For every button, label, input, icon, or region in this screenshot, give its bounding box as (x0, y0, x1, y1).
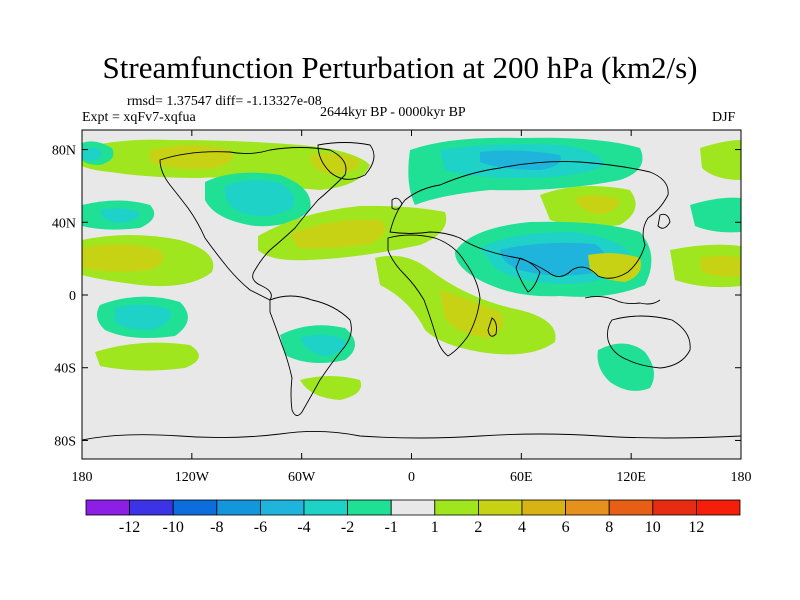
colorbar-swatch (477, 499, 523, 516)
coast-north-america (159, 147, 347, 301)
coast-indonesia (584, 295, 661, 305)
map-plot-area (82, 130, 741, 459)
coast-australia (607, 315, 691, 369)
colorbar-label: -12 (119, 519, 140, 536)
colorbar-swatch (172, 499, 218, 516)
coast-japan (657, 213, 671, 229)
colorbar-label: 4 (518, 519, 526, 536)
lon-tick-label: 120W (175, 470, 210, 485)
contour-region (440, 290, 504, 338)
colorbar-label: -4 (297, 519, 310, 536)
experiment-label: Expt = xqFv7-xqfua (82, 110, 196, 125)
lat-tick-label: 40S (54, 362, 76, 377)
colorbar-label: -2 (341, 519, 354, 536)
colorbar-swatch (216, 499, 261, 516)
colorbar-swatch (259, 499, 305, 516)
lat-tick-label: 40N (52, 216, 76, 231)
colorbar-swatch (303, 499, 348, 516)
lon-tick-label: 60E (510, 470, 533, 485)
contour-region (480, 150, 561, 170)
contour-region (300, 376, 362, 400)
contour-region (588, 253, 641, 282)
lon-tick-label: 180 (731, 470, 752, 485)
colorbar-label: -10 (163, 519, 184, 536)
colorbar-label: 1 (431, 519, 439, 536)
lon-tick-label: 0 (408, 470, 415, 485)
colorbar-label: -1 (385, 519, 398, 536)
lon-tick-label: 180 (72, 470, 93, 485)
colorbar-swatch (652, 499, 697, 516)
lon-tick-label: 120E (616, 470, 646, 485)
coast-india (515, 257, 541, 293)
contour-region (224, 180, 295, 216)
contour-region (82, 244, 164, 272)
coast-uk (391, 197, 403, 210)
lon-tick-label: 60W (288, 470, 316, 485)
contour-region (100, 208, 140, 223)
colorbar-swatch (565, 499, 610, 516)
contour-region (597, 343, 654, 391)
period-label: 2644kyr BP - 0000kyr BP (320, 105, 466, 120)
coast-eurasia (389, 161, 669, 279)
contour-region (690, 197, 741, 233)
chart-title: Streamfunction Perturbation at 200 hPa (… (102, 50, 698, 85)
colorbar-label: 8 (605, 519, 613, 536)
coast-madagascar (487, 317, 497, 337)
contour-region (300, 334, 346, 356)
contour-region (700, 140, 741, 180)
lat-tick-label: 80S (54, 434, 76, 449)
lat-tick-label: 80N (52, 144, 76, 159)
contour-region (115, 304, 171, 330)
colorbar-label: 6 (562, 519, 570, 536)
coastlines (82, 142, 741, 441)
colorbar-swatch (85, 499, 130, 516)
colorbar-label: 2 (474, 519, 482, 536)
rmsd-diff-stats: rmsd= 1.37547 diff= -1.13327e-08 (127, 94, 322, 109)
coast-south-america (269, 295, 352, 416)
latitude-ticks: 80N 40N 0 40S 80S (52, 144, 741, 449)
colorbar-swatch (347, 499, 392, 516)
coast-africa (387, 234, 481, 357)
colorbar-label: 12 (688, 519, 704, 536)
colorbar-swatch (608, 499, 654, 516)
longitude-ticks: 180 120W 60W 0 60E 120E 180 (72, 130, 752, 485)
contour-region (150, 145, 233, 170)
colorbar-swatch (434, 499, 479, 516)
colorbar-swatch (129, 499, 174, 516)
colorbar-swatch (390, 499, 436, 516)
colorbar-label: -6 (254, 519, 267, 536)
contour-region (310, 153, 360, 175)
coast-antarctica (82, 430, 741, 441)
colorbar-swatch (521, 499, 566, 516)
contour-region (95, 342, 199, 371)
colorbar-label: 10 (645, 519, 661, 536)
colorbar-label: -8 (210, 519, 223, 536)
coast-greenland (317, 142, 375, 180)
contour-region (700, 256, 741, 277)
colorbar-swatch (696, 499, 741, 516)
contour-fills (82, 137, 741, 400)
contour-region (575, 195, 620, 214)
season-label: DJF (712, 110, 736, 125)
colorbar: -12 -10 -8 -6 -4 -2 -1 1 2 4 6 8 10 12 (85, 499, 741, 536)
contour-region (290, 219, 386, 249)
contour-region (82, 147, 102, 161)
lat-tick-label: 0 (69, 289, 76, 304)
